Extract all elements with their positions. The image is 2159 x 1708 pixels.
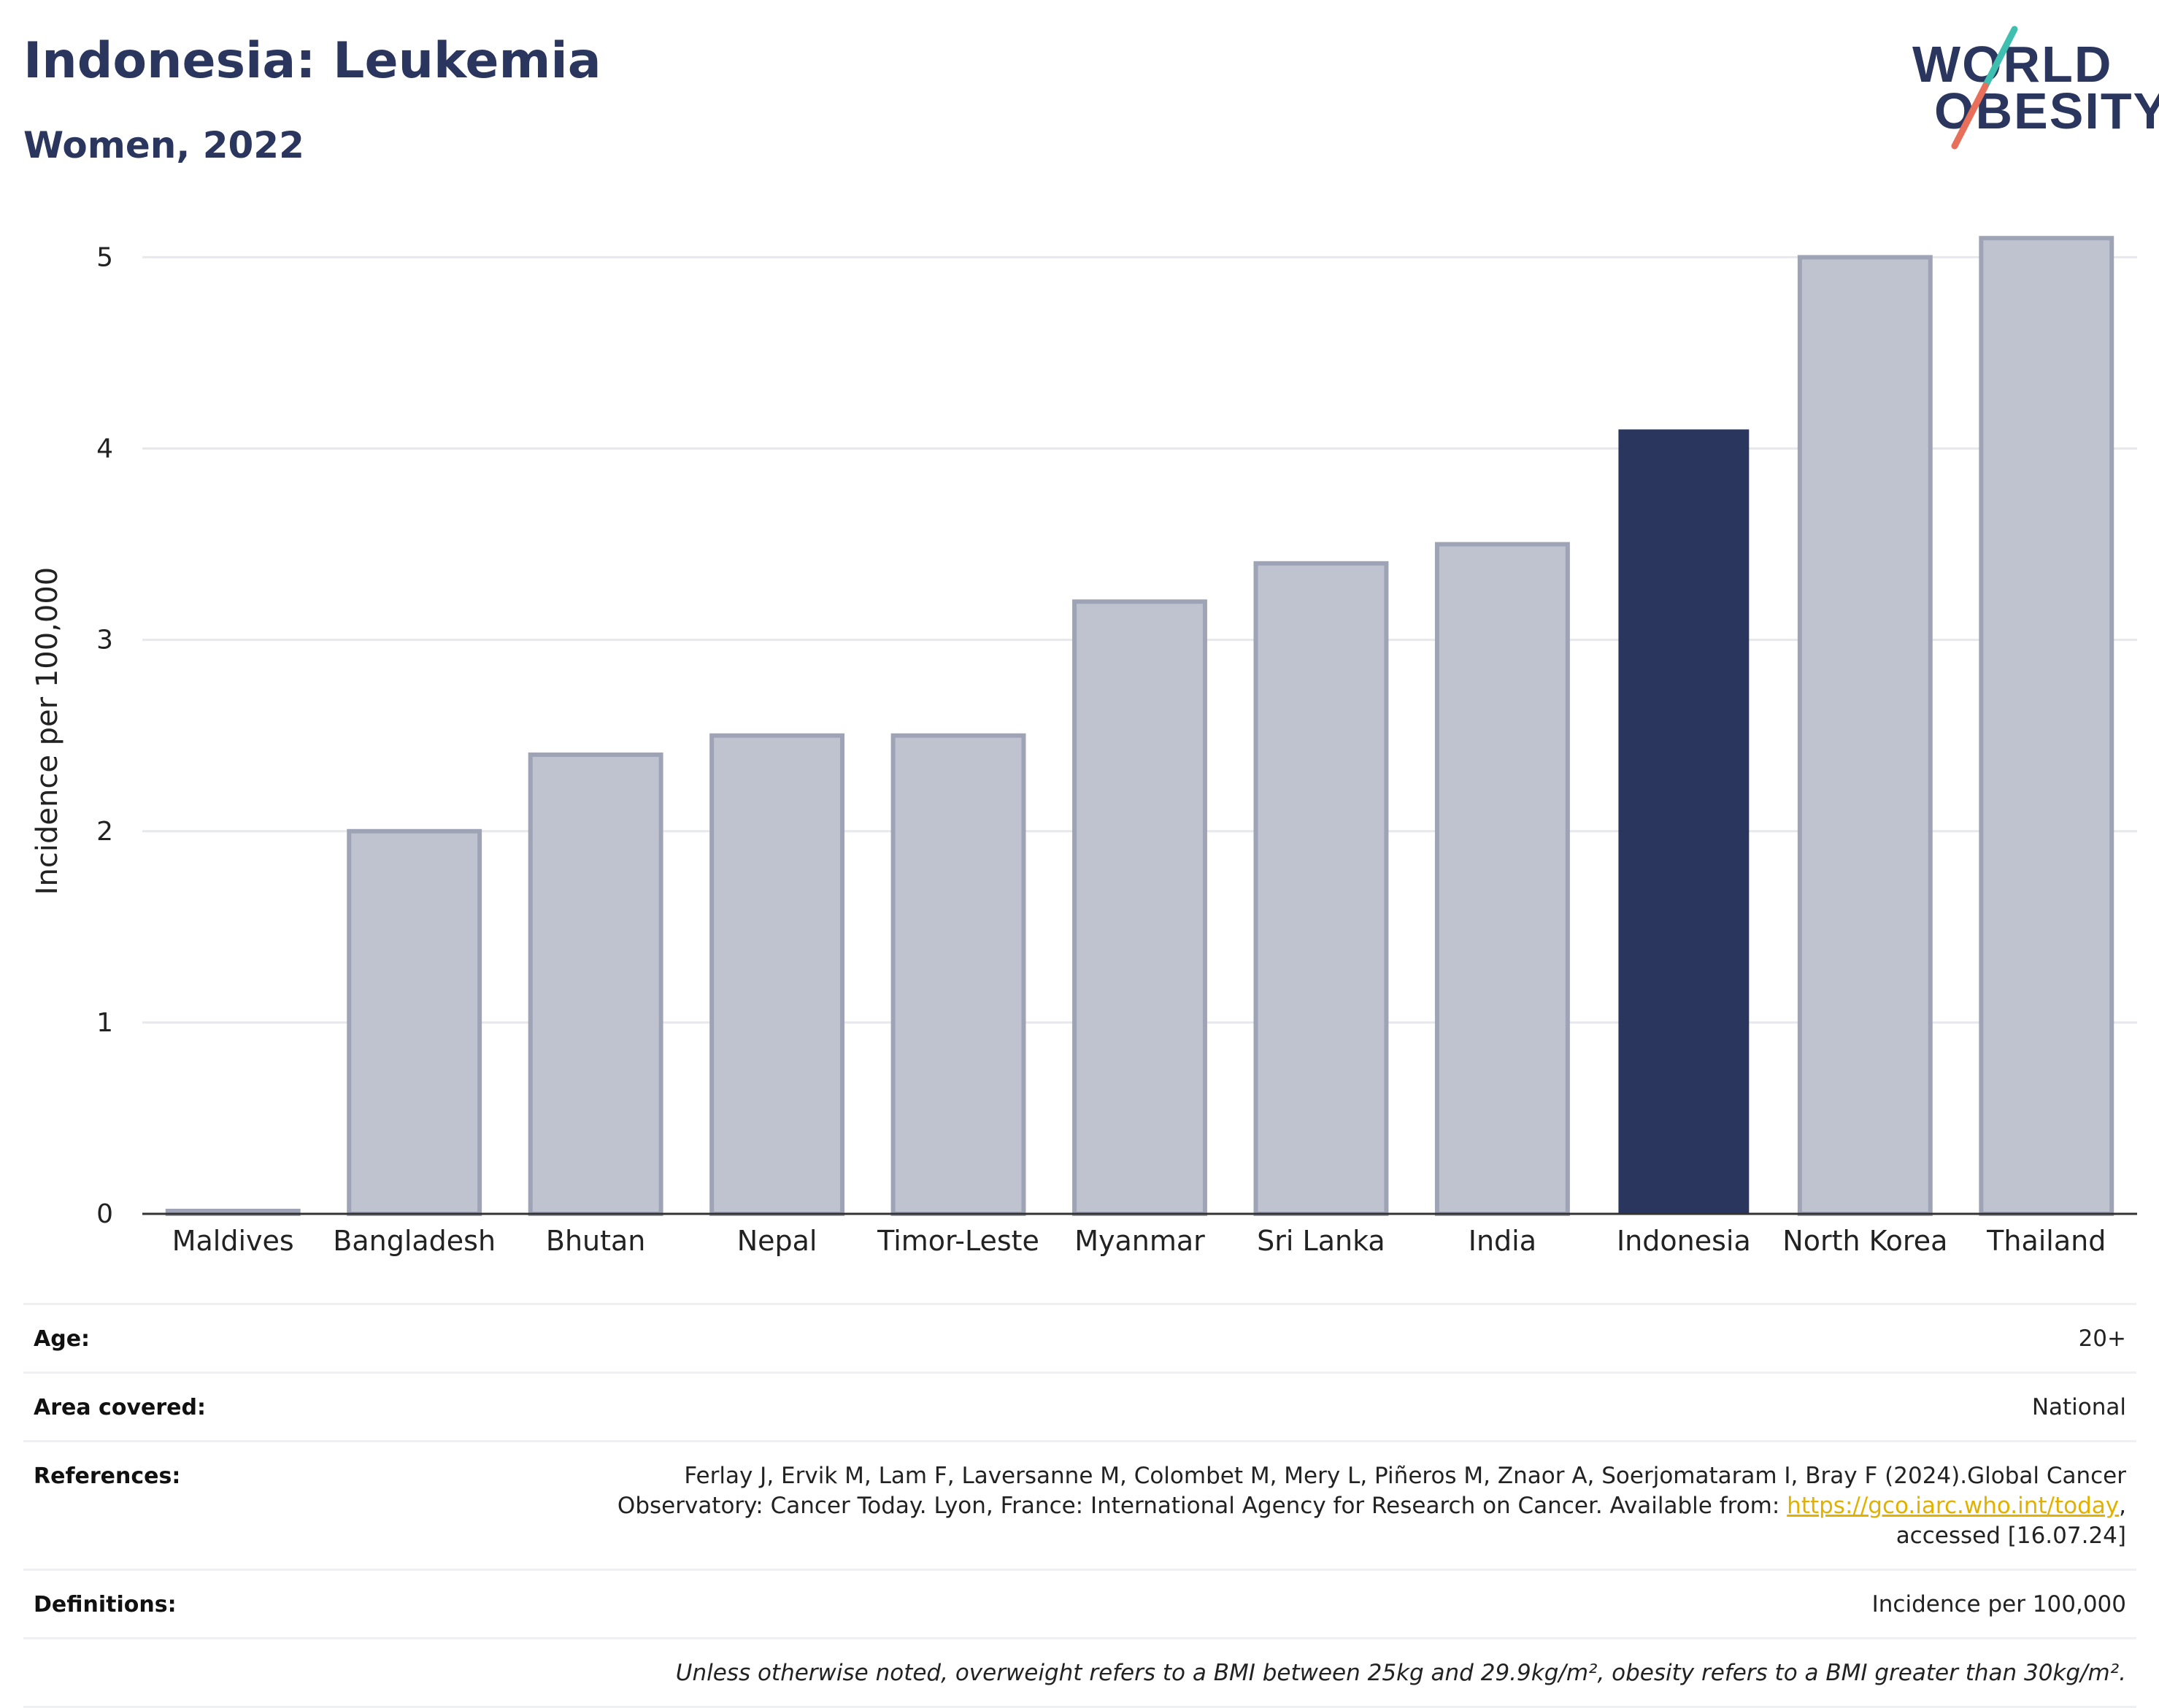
bar-myanmar [1072,599,1207,1216]
definitions-row: Definitions: Incidence per 100,000 [23,1569,2136,1637]
area-label: Area covered: [34,1395,206,1420]
x-tick-label: India [1469,1225,1536,1257]
bar-thailand [1979,236,2114,1216]
y-tick-label: 3 [96,626,113,655]
bar-north-korea [1797,255,1933,1216]
references-line-3: accessed [16.07.24] [1896,1523,2126,1549]
y-axis-label: Incidence per 100,000 [31,567,64,896]
bar-bhutan [528,752,663,1216]
x-tick-label: Bhutan [546,1225,646,1257]
y-tick-label: 4 [96,434,113,464]
bar-indonesia [1618,429,1750,1214]
age-value: 20+ [2078,1326,2126,1352]
x-tick-label: Sri Lanka [1257,1225,1385,1257]
x-tick-label: Nepal [737,1225,817,1257]
bar-chart: 0 1 2 3 4 5 Incidence per 100,000 Maldives Bangl… [31,236,2137,1257]
y-tick-label: 5 [96,242,113,272]
bar-timor-leste [890,733,1026,1216]
y-tick-label: 2 [96,817,113,847]
references-link[interactable]: https://gco.iarc.who.int/today [1787,1493,2120,1519]
x-tick-label: Maldives [172,1225,294,1257]
age-label: Age: [34,1326,91,1352]
y-tick-label: 1 [96,1008,113,1038]
x-tick-label: North Korea [1782,1225,1947,1257]
x-tick-label: Thailand [1986,1225,2106,1257]
area-row: Area covered: National [23,1372,2136,1440]
references-row: References: Ferlay J, Ervik M, Lam F, La… [23,1440,2136,1569]
logo-slash-icon [1951,26,2018,150]
bar-india [1434,542,1570,1217]
x-tick-label: Indonesia [1617,1225,1751,1257]
definitions-label: Definitions: [34,1592,177,1617]
definitions-value: Incidence per 100,000 [1871,1591,2126,1617]
chart-subtitle: Women, 2022 [23,124,304,166]
note-row: Unless otherwise noted, overweight refer… [23,1637,2136,1708]
x-tick-label: Timor-Leste [877,1225,1039,1257]
metadata-table: Age: 20+ Area covered: National Referenc… [23,1303,2136,1708]
y-tick-label: 0 [96,1199,113,1229]
bmi-note: Unless otherwise noted, overweight refer… [675,1660,2126,1686]
references-line-2: Observatory: Cancer Today. Lyon, France:… [617,1493,1787,1519]
bar-sri-lanka [1253,561,1389,1216]
age-row: Age: 20+ [23,1303,2136,1372]
logo-line-1: WORLD [1912,36,2113,93]
x-tick-label: Bangladesh [333,1225,496,1257]
references-line-1: Ferlay J, Ervik M, Lam F, Laversanne M, … [684,1463,2126,1489]
bar-nepal [709,733,845,1216]
bar-bangladesh [347,828,482,1216]
area-value: National [2031,1394,2126,1420]
chart-title: Indonesia: Leukemia [23,32,601,90]
references-label: References: [34,1463,181,1489]
x-tick-label: Myanmar [1074,1225,1205,1257]
world-obesity-logo: WORLD OBESITY [1898,22,2159,153]
references-value: Ferlay J, Ervik M, Lam F, Laversanne M, … [617,1463,2126,1549]
